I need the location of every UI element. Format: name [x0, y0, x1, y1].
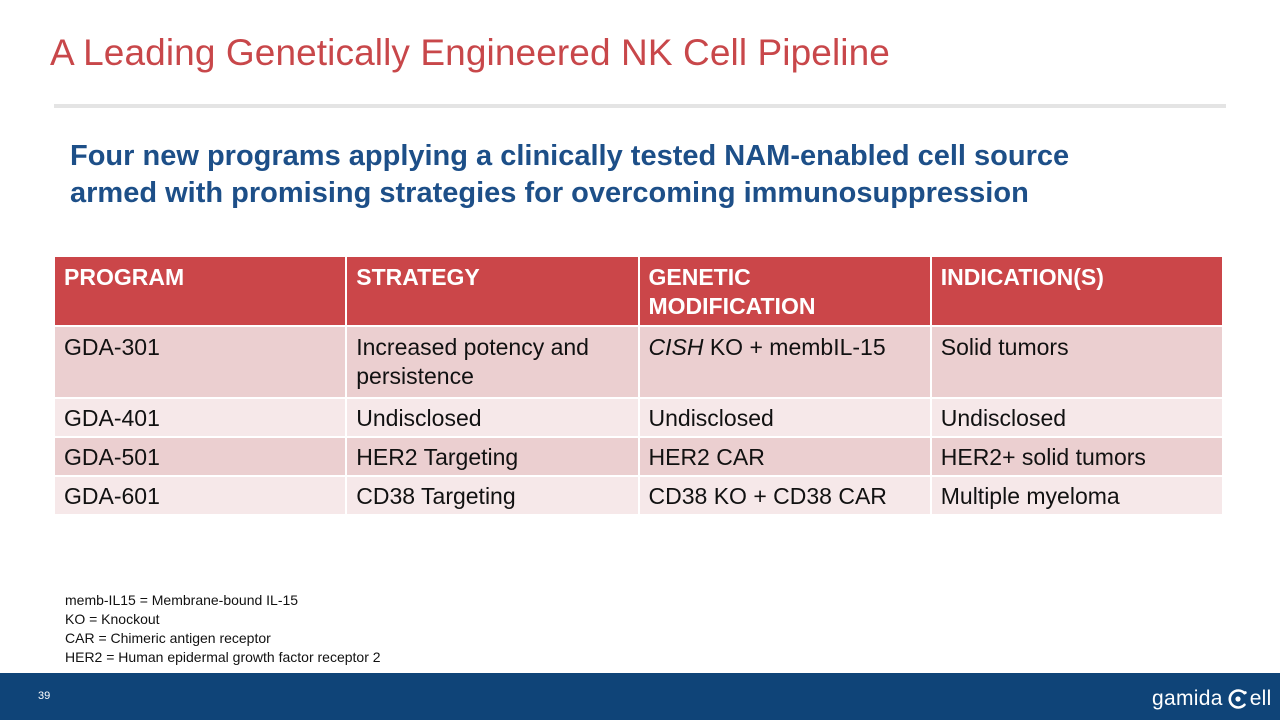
cell-indication: Multiple myeloma — [931, 477, 1222, 514]
cell-strategy: CD38 Targeting — [347, 477, 638, 514]
footnote: memb-IL15 = Membrane-bound IL-15 — [65, 592, 299, 608]
gamida-cell-logo: gamida ell — [1152, 684, 1272, 714]
pipeline-table: PROGRAM STRATEGY GENETIC MODIFICATION IN… — [53, 255, 1224, 516]
cell-program: GDA-301 — [55, 327, 346, 397]
cell-modification: CD38 KO + CD38 CAR — [639, 477, 930, 514]
footnote: HER2 = Human epidermal growth factor rec… — [65, 649, 381, 665]
cell-program: GDA-501 — [55, 438, 346, 475]
cell-indication: HER2+ solid tumors — [931, 438, 1222, 475]
footnote: KO = Knockout — [65, 611, 160, 627]
cell-modification: Undisclosed — [639, 399, 930, 436]
table-row: GDA-301 Increased potency and persistenc… — [55, 327, 1222, 397]
table-header-row: PROGRAM STRATEGY GENETIC MODIFICATION IN… — [55, 257, 1222, 325]
header-indications: INDICATION(S) — [931, 257, 1222, 325]
logo-text-right: ell — [1249, 687, 1272, 710]
logo-cell: ell — [1223, 687, 1272, 711]
header-strategy: STRATEGY — [347, 257, 638, 325]
page-number: 39 — [38, 690, 51, 702]
subtitle-line-2: armed with promising strategies for over… — [70, 177, 1029, 209]
table-row: GDA-401 Undisclosed Undisclosed Undisclo… — [55, 399, 1222, 436]
footnotes: memb-IL15 = Membrane-bound IL-15 KO = Kn… — [65, 591, 381, 667]
cell-program: GDA-401 — [55, 399, 346, 436]
slide-subtitle: Four new programs applying a clinically … — [70, 138, 1220, 212]
table-row: GDA-501 HER2 Targeting HER2 CAR HER2+ so… — [55, 438, 1222, 475]
slide-title: A Leading Genetically Engineered NK Cell… — [50, 32, 890, 73]
cell-modification: CISH KO + membIL-15 — [639, 327, 930, 397]
modification-detail: KO + membIL-15 — [703, 334, 886, 360]
subtitle-line-1: Four new programs applying a clinically … — [70, 140, 1070, 172]
footnote: CAR = Chimeric antigen receptor — [65, 630, 271, 646]
cell-strategy: Increased potency and persistence — [347, 327, 638, 397]
table-row: GDA-601 CD38 Targeting CD38 KO + CD38 CA… — [55, 477, 1222, 514]
cell-modification: HER2 CAR — [639, 438, 930, 475]
footer-bar — [0, 673, 1280, 720]
logo-text-left: gamida — [1152, 687, 1223, 710]
title-divider — [54, 104, 1226, 108]
cell-strategy: HER2 Targeting — [347, 438, 638, 475]
header-program: PROGRAM — [55, 257, 346, 325]
cell-program: GDA-601 — [55, 477, 346, 514]
cell-indication: Undisclosed — [931, 399, 1222, 436]
header-genetic-modification: GENETIC MODIFICATION — [639, 257, 930, 325]
gene-name: CISH — [648, 334, 704, 360]
cell-c-icon — [1228, 689, 1247, 709]
cell-strategy: Undisclosed — [347, 399, 638, 436]
cell-indication: Solid tumors — [931, 327, 1222, 397]
